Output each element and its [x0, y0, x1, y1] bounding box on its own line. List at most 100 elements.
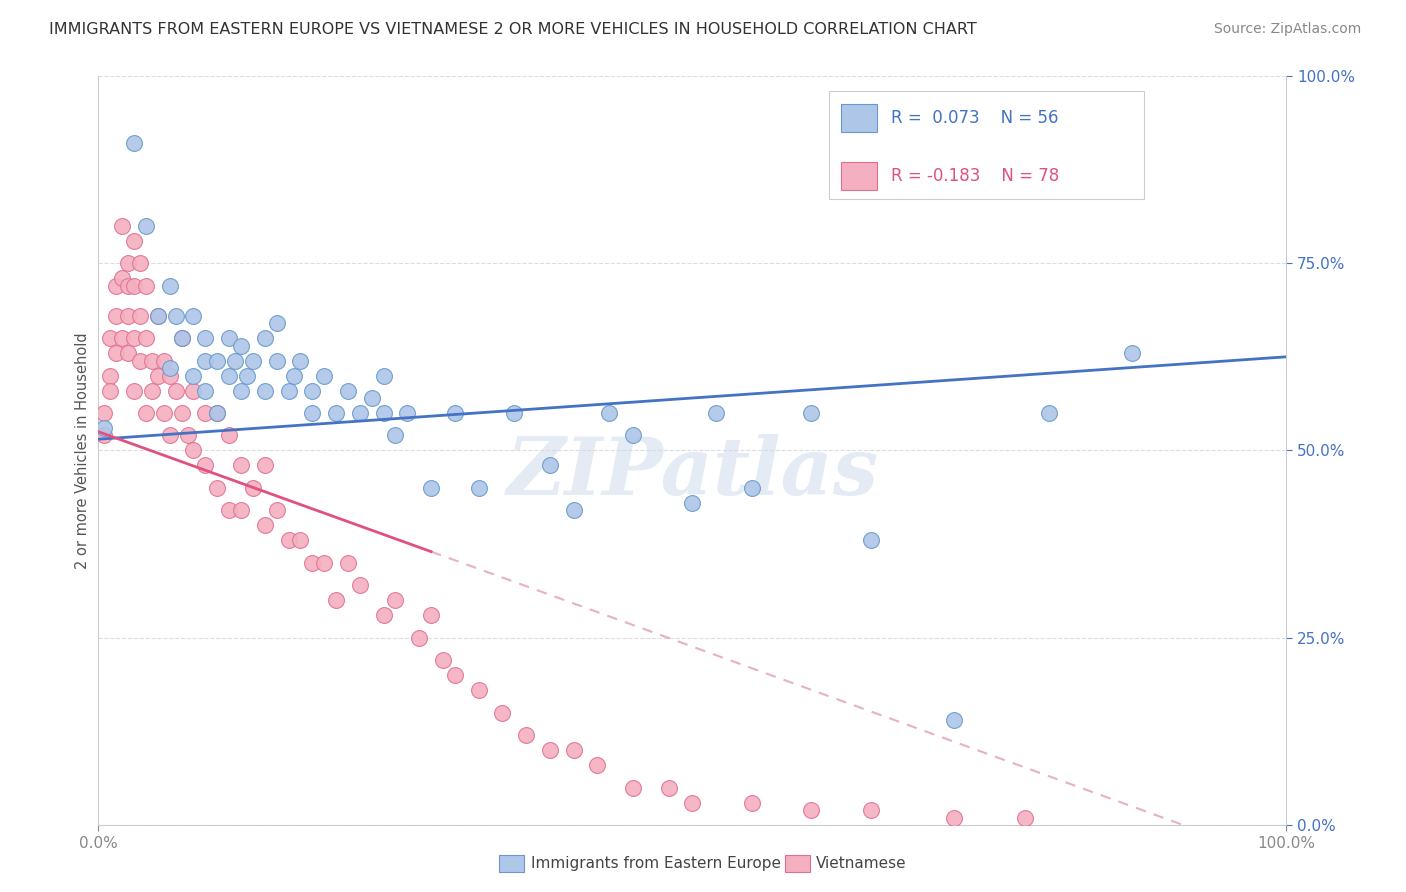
Point	[336, 556, 359, 570]
Point	[800, 803, 823, 817]
Point	[681, 496, 703, 510]
Point	[538, 458, 561, 473]
Point	[129, 353, 152, 368]
Point	[859, 533, 882, 548]
Point	[135, 278, 157, 293]
Point	[93, 406, 115, 420]
Point	[135, 406, 157, 420]
Point	[325, 593, 347, 607]
Point	[384, 593, 406, 607]
Point	[218, 428, 240, 442]
Point	[253, 518, 276, 533]
Point	[122, 136, 145, 151]
Point	[129, 256, 152, 270]
Point	[159, 278, 181, 293]
Point	[194, 353, 217, 368]
Text: R =  0.073    N = 56: R = 0.073 N = 56	[891, 109, 1059, 127]
Point	[122, 234, 145, 248]
Point	[467, 683, 489, 698]
Point	[194, 384, 217, 398]
Y-axis label: 2 or more Vehicles in Household: 2 or more Vehicles in Household	[75, 332, 90, 569]
Point	[229, 458, 252, 473]
Point	[98, 331, 121, 345]
Point	[165, 384, 187, 398]
Point	[170, 406, 193, 420]
Bar	[841, 103, 876, 132]
Point	[562, 503, 585, 517]
Text: ZIPatlas: ZIPatlas	[506, 434, 879, 512]
Point	[621, 780, 644, 795]
Point	[420, 481, 443, 495]
Point	[117, 278, 139, 293]
Point	[141, 384, 163, 398]
Point	[538, 743, 561, 757]
Point	[159, 428, 181, 442]
Point	[146, 309, 169, 323]
Point	[194, 406, 217, 420]
Point	[621, 428, 644, 442]
Point	[277, 384, 299, 398]
Point	[253, 331, 276, 345]
Point	[117, 346, 139, 360]
Point	[283, 368, 305, 383]
Point	[360, 391, 382, 405]
Point	[741, 796, 763, 810]
Point	[111, 331, 134, 345]
Point	[129, 309, 152, 323]
Point	[467, 481, 489, 495]
Point	[325, 406, 347, 420]
Point	[658, 780, 681, 795]
Point	[122, 278, 145, 293]
Point	[396, 406, 419, 420]
Point	[741, 481, 763, 495]
Point	[491, 706, 513, 720]
Point	[349, 578, 371, 592]
Point	[218, 503, 240, 517]
Point	[93, 428, 115, 442]
Point	[218, 331, 240, 345]
Text: IMMIGRANTS FROM EASTERN EUROPE VS VIETNAMESE 2 OR MORE VEHICLES IN HOUSEHOLD COR: IMMIGRANTS FROM EASTERN EUROPE VS VIETNA…	[49, 22, 977, 37]
Point	[207, 353, 229, 368]
Text: Immigrants from Eastern Europe: Immigrants from Eastern Europe	[531, 856, 782, 871]
Text: R = -0.183    N = 78: R = -0.183 N = 78	[891, 167, 1059, 186]
Point	[105, 278, 128, 293]
Point	[218, 368, 240, 383]
Point	[122, 331, 145, 345]
Point	[117, 256, 139, 270]
Point	[98, 368, 121, 383]
Point	[194, 331, 217, 345]
Point	[432, 653, 454, 667]
Point	[314, 368, 336, 383]
Point	[159, 368, 181, 383]
Point	[207, 481, 229, 495]
Point	[135, 331, 157, 345]
Point	[183, 443, 205, 458]
Point	[242, 481, 264, 495]
Point	[183, 309, 205, 323]
Point	[598, 406, 620, 420]
Point	[253, 458, 276, 473]
Point	[420, 608, 443, 623]
Point	[117, 309, 139, 323]
Point	[152, 353, 174, 368]
Point	[170, 331, 193, 345]
Point	[183, 384, 205, 398]
Point	[229, 338, 252, 352]
Point	[93, 421, 115, 435]
Point	[122, 384, 145, 398]
Point	[207, 406, 229, 420]
Point	[1121, 346, 1143, 360]
Point	[266, 503, 288, 517]
Point	[229, 503, 252, 517]
Point	[141, 353, 163, 368]
Point	[290, 533, 312, 548]
Point	[159, 361, 181, 376]
Point	[170, 331, 193, 345]
Point	[681, 796, 703, 810]
Point	[373, 406, 395, 420]
Point	[194, 458, 217, 473]
Point	[277, 533, 299, 548]
Point	[408, 631, 430, 645]
Point	[165, 309, 187, 323]
Point	[290, 353, 312, 368]
